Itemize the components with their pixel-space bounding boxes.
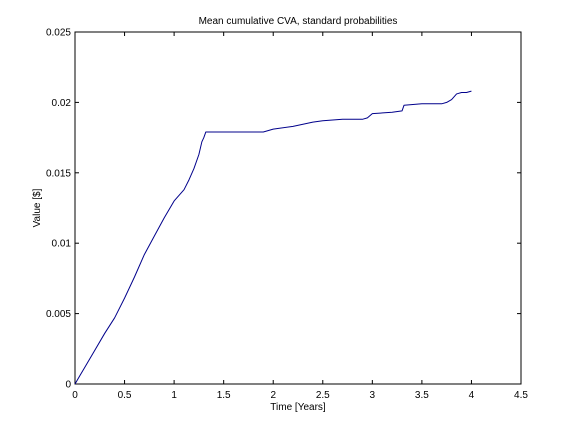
y-axis-title: Value [$] xyxy=(32,188,43,227)
axis-tick-labels: 0 0.5 1 1.5 2 2.5 3 3.5 4 4.5 0 0.005 0.01 0.015 0.02 0… xyxy=(46,28,528,402)
series-layer xyxy=(74,90,472,385)
x-tick-label: 3 xyxy=(370,390,376,401)
y-tick-label: 0.005 xyxy=(46,309,71,320)
y-tick-label: 0.015 xyxy=(46,168,71,179)
y-tick-label: 0.025 xyxy=(46,28,71,39)
x-tick-label: 4 xyxy=(469,390,475,401)
plot-area xyxy=(74,31,522,385)
x-tick-label: 2.5 xyxy=(316,390,330,401)
x-tick-label: 2 xyxy=(270,390,276,401)
x-tick-label: 0.5 xyxy=(118,390,132,401)
x-tick-label: 1 xyxy=(171,390,177,401)
x-tick-label: 0 xyxy=(72,390,78,401)
y-tick-label: 0.01 xyxy=(52,239,72,250)
axis-ticks xyxy=(74,31,522,385)
x-axis-title: Time [Years] xyxy=(270,402,326,413)
chart-title: Mean cumulative CVA, standard probabilit… xyxy=(199,16,398,27)
x-tick-label: 1.5 xyxy=(217,390,231,401)
y-tick-label: 0.02 xyxy=(52,98,72,109)
x-tick-label: 4.5 xyxy=(514,390,528,401)
y-tick-label: 0 xyxy=(65,380,71,391)
x-tick-label: 3.5 xyxy=(415,390,429,401)
series-line-0 xyxy=(74,90,472,385)
